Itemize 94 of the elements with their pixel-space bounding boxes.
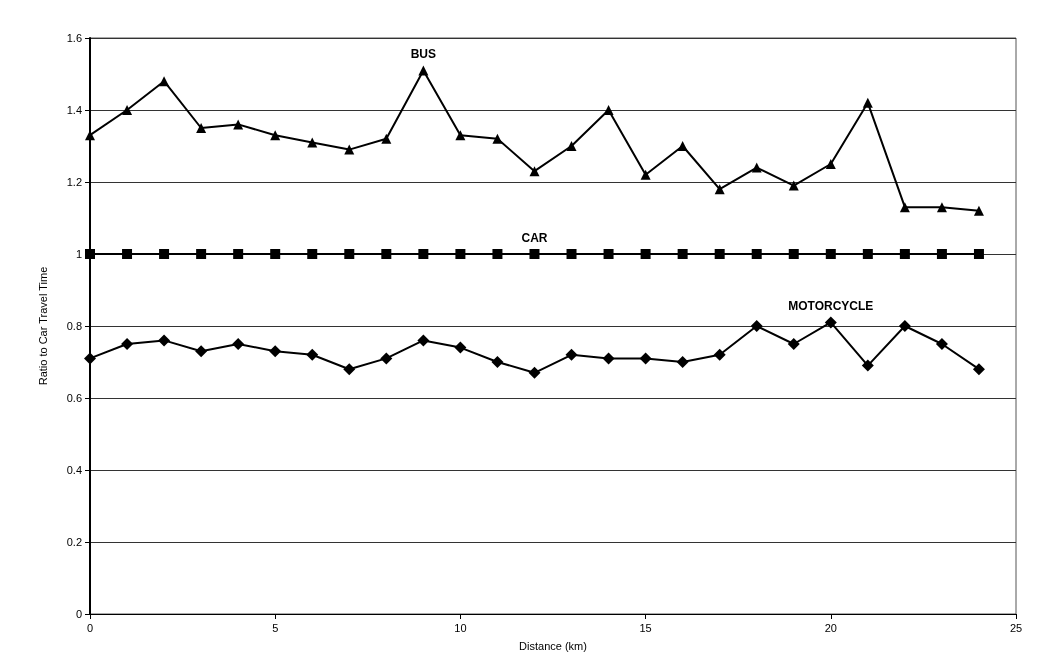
point	[862, 249, 873, 259]
y-tick-label: 1	[75, 248, 82, 260]
y-axis-title: Ratio to Car Travel Time	[36, 266, 49, 386]
point	[122, 105, 133, 115]
point	[603, 249, 614, 259]
x-tick-label: 25	[1009, 621, 1023, 634]
point	[825, 159, 836, 169]
point	[639, 352, 652, 365]
point	[270, 249, 281, 259]
point	[196, 123, 207, 133]
point	[492, 249, 503, 259]
point	[491, 356, 504, 368]
point	[677, 249, 688, 259]
point	[85, 249, 95, 259]
point	[565, 348, 578, 361]
point	[529, 249, 540, 259]
point	[566, 249, 577, 259]
point	[936, 202, 947, 213]
x-tick-label: 20	[824, 621, 837, 634]
point	[899, 249, 910, 259]
point	[270, 130, 281, 141]
point	[196, 249, 207, 259]
point	[159, 76, 170, 87]
point	[862, 97, 873, 108]
series-label: BUS	[410, 47, 437, 62]
y-tick-label: 0	[75, 608, 82, 620]
point	[381, 249, 392, 259]
point	[751, 249, 762, 259]
point	[899, 202, 910, 213]
series-label: MOTORCYCLE	[788, 299, 874, 314]
x-axis-title: Distance (km)	[519, 639, 587, 652]
point	[233, 119, 244, 130]
point	[788, 249, 799, 259]
point	[714, 184, 725, 195]
y-tick-label: 0.6	[66, 392, 82, 404]
point	[936, 249, 947, 259]
point	[640, 249, 651, 259]
point	[603, 105, 614, 115]
point	[528, 366, 541, 379]
point	[861, 359, 874, 372]
point	[455, 130, 466, 141]
point	[898, 320, 911, 332]
x-tick-label: 10	[454, 621, 467, 634]
point	[307, 137, 318, 148]
point	[122, 249, 133, 259]
point	[195, 345, 208, 358]
point	[417, 334, 430, 347]
point	[824, 316, 837, 329]
point	[269, 345, 282, 358]
point	[380, 352, 393, 365]
point	[232, 338, 245, 350]
point	[751, 162, 762, 173]
point	[306, 348, 319, 361]
point	[307, 249, 318, 259]
point	[676, 356, 689, 368]
point	[973, 249, 984, 259]
point	[418, 249, 429, 259]
point	[714, 249, 725, 259]
x-tick-label: 0	[86, 621, 94, 634]
point	[159, 249, 170, 259]
point	[750, 320, 763, 332]
y-tick-label: 0.4	[66, 464, 82, 476]
point	[973, 205, 984, 216]
point	[418, 65, 429, 76]
y-tick-label: 1.6	[66, 32, 82, 44]
point	[529, 166, 540, 177]
point	[344, 144, 355, 155]
point	[788, 180, 799, 191]
point	[121, 338, 134, 350]
point	[344, 249, 355, 259]
point	[640, 169, 651, 180]
point	[713, 348, 726, 361]
point	[787, 338, 800, 350]
point	[454, 341, 467, 354]
y-tick-label: 0.2	[66, 536, 82, 548]
y-tick-label: 1.2	[66, 176, 82, 188]
point	[492, 133, 503, 144]
point	[566, 141, 577, 151]
point	[158, 334, 171, 347]
x-tick-label: 15	[639, 621, 652, 634]
point	[84, 352, 96, 365]
point	[602, 352, 615, 365]
point	[677, 141, 688, 151]
point	[381, 133, 392, 144]
point	[825, 249, 836, 259]
point	[233, 249, 244, 259]
point	[972, 363, 985, 376]
y-tick-label: 1.4	[66, 104, 82, 116]
point	[935, 338, 948, 350]
y-tick-label: 0.8	[66, 320, 82, 332]
point	[455, 249, 466, 259]
series-label: CAR	[521, 231, 548, 245]
point	[343, 363, 356, 376]
x-tick-label: 5	[272, 621, 279, 634]
